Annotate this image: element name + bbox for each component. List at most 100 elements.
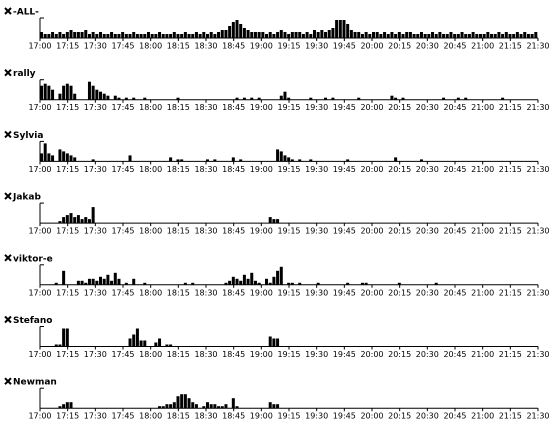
x-tick-label: 19:15 — [277, 103, 300, 112]
bar — [99, 276, 103, 285]
x-tick-label: 20:00 — [360, 165, 383, 174]
bar — [106, 95, 110, 100]
bar — [139, 34, 143, 38]
bar — [239, 280, 243, 285]
bar — [128, 34, 132, 38]
close-icon[interactable] — [4, 7, 12, 15]
bar — [102, 278, 106, 285]
x-tick-label: 17:00 — [28, 288, 51, 297]
x-tick-label: 19:30 — [305, 165, 328, 174]
bar — [143, 34, 147, 38]
bar — [43, 83, 47, 100]
bar — [257, 282, 261, 285]
bar — [87, 219, 91, 224]
bar — [209, 32, 213, 38]
bar — [91, 278, 95, 285]
bar — [272, 276, 276, 285]
x-tick-label: 21:15 — [499, 42, 522, 51]
bar — [91, 159, 95, 162]
x-tick-label: 20:45 — [443, 412, 466, 421]
x-tick-label: 17:15 — [56, 165, 79, 174]
x-tick-label: 19:45 — [333, 42, 356, 51]
bar — [287, 97, 291, 100]
bar — [379, 34, 383, 38]
bar — [490, 34, 494, 38]
x-tick-label: 19:00 — [250, 165, 273, 174]
x-tick-label: 19:00 — [250, 227, 273, 236]
x-tick-label: 20:15 — [388, 42, 411, 51]
bar — [228, 26, 232, 38]
bar — [58, 93, 62, 100]
x-tick-label: 20:00 — [360, 42, 383, 51]
close-icon[interactable] — [4, 254, 12, 262]
bar — [375, 32, 379, 38]
bar — [456, 97, 460, 100]
x-tick-label: 20:45 — [443, 350, 466, 359]
x-tick-label: 21:15 — [499, 288, 522, 297]
bar — [353, 32, 357, 38]
bar — [272, 34, 276, 38]
bar — [169, 344, 173, 347]
bar — [95, 34, 99, 38]
bar — [276, 219, 280, 224]
x-tick-label: 20:45 — [443, 288, 466, 297]
x-tick-label: 20:15 — [388, 165, 411, 174]
bar — [106, 34, 110, 38]
bar — [84, 30, 88, 38]
bar — [231, 276, 235, 285]
bar — [257, 32, 261, 38]
bar — [272, 338, 276, 347]
bar — [276, 270, 280, 285]
bar — [191, 402, 195, 409]
bar — [445, 34, 449, 38]
close-icon[interactable] — [4, 192, 12, 200]
x-tick-label: 17:30 — [84, 350, 107, 359]
bar — [316, 32, 320, 38]
bar — [146, 32, 150, 38]
bar — [154, 342, 158, 347]
bar — [357, 97, 361, 100]
bar — [73, 32, 77, 38]
bar — [401, 97, 405, 100]
bar — [316, 282, 320, 285]
bar — [102, 34, 106, 38]
bar — [523, 32, 527, 38]
x-tick-label: 18:00 — [139, 227, 162, 236]
x-tick-label: 18:45 — [222, 412, 245, 421]
bar — [76, 32, 80, 38]
x-tick-label: 19:00 — [250, 42, 273, 51]
bar — [357, 32, 361, 38]
x-tick-label: 17:00 — [28, 165, 51, 174]
bar — [217, 32, 221, 38]
x-tick-label: 19:15 — [277, 288, 300, 297]
x-tick-label: 17:30 — [84, 165, 107, 174]
bar — [467, 34, 471, 38]
bar — [117, 34, 121, 38]
bar — [176, 34, 180, 38]
bar — [191, 282, 195, 285]
bar — [58, 221, 62, 224]
x-tick-label: 19:15 — [277, 165, 300, 174]
bar — [301, 34, 305, 38]
x-tick-label: 17:30 — [84, 227, 107, 236]
close-icon[interactable] — [4, 68, 12, 77]
close-icon[interactable] — [4, 377, 12, 385]
bar — [501, 97, 505, 100]
close-icon[interactable] — [4, 130, 12, 139]
bar — [91, 85, 95, 100]
bar — [73, 157, 77, 162]
x-tick-label: 19:00 — [250, 103, 273, 112]
x-tick-label: 17:15 — [56, 227, 79, 236]
bar — [493, 34, 497, 38]
close-icon[interactable] — [4, 315, 12, 324]
bar — [268, 336, 272, 347]
bar — [209, 404, 213, 409]
bar — [198, 34, 202, 38]
bar — [486, 32, 490, 38]
bar — [117, 97, 121, 100]
bar — [272, 404, 276, 409]
bar — [419, 159, 423, 162]
bar — [268, 402, 272, 409]
bar — [128, 155, 132, 162]
bar — [401, 34, 405, 38]
